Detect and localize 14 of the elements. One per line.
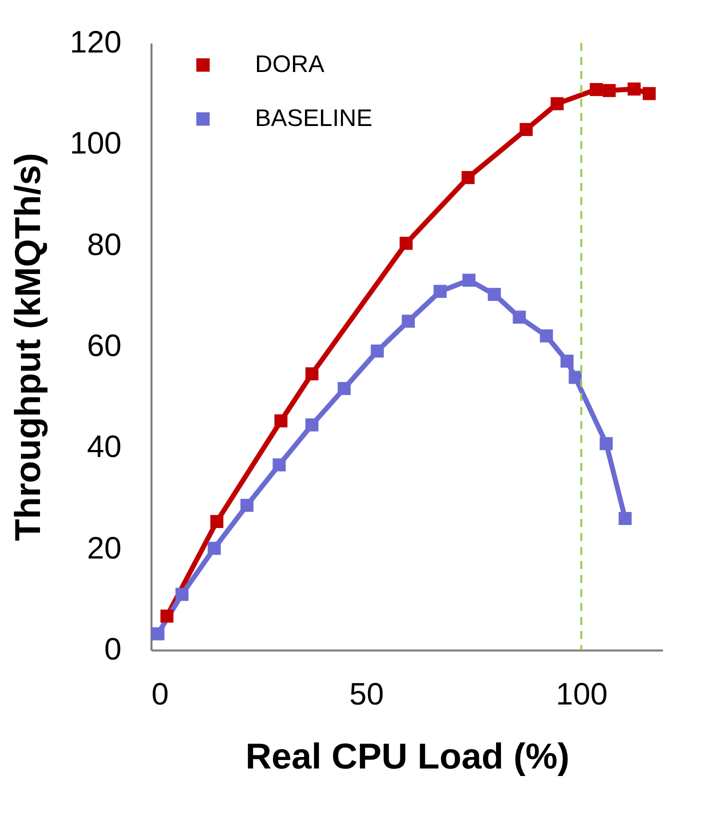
y-axis-title: Throughput (kMQTh/s)	[6, 153, 48, 541]
legend-label: BASELINE	[255, 105, 372, 132]
y-tick-label: 60	[87, 328, 122, 363]
y-tick-label: 120	[70, 24, 122, 60]
y-tick-label: 20	[87, 530, 122, 566]
x-axis-title: Real CPU Load (%)	[245, 736, 570, 776]
y-tick-label: 0	[104, 632, 122, 666]
x-tick-label: 50	[349, 676, 384, 712]
legend-label: DORA	[255, 51, 324, 78]
x-tick-label: 100	[556, 676, 608, 712]
x-tick-label: 0	[152, 676, 169, 712]
y-tick-label: 40	[87, 429, 122, 464]
y-tick-label: 100	[70, 126, 122, 161]
y-tick-label: 80	[87, 226, 122, 262]
